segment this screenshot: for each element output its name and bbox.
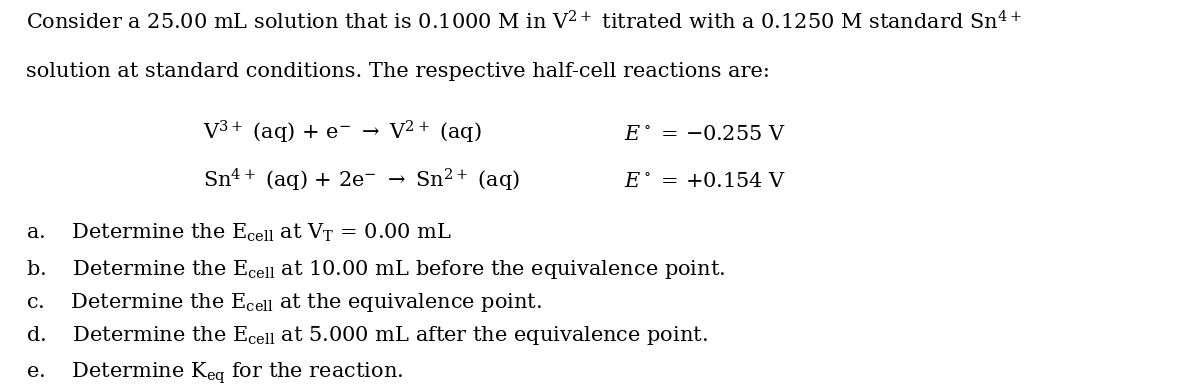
Text: V$^{3+}$ (aq) + e$^{-}$ $\rightarrow$ V$^{2+}$ (aq): V$^{3+}$ (aq) + e$^{-}$ $\rightarrow$ V$… [204, 119, 482, 146]
Text: a.    Determine the E$_{\rm cell}$ at V$_{\rm T}$ = 0.00 mL: a. Determine the E$_{\rm cell}$ at V$_{\… [26, 222, 452, 244]
Text: $E^\circ$ = $-$0.255 V: $E^\circ$ = $-$0.255 V [624, 125, 786, 144]
Text: e.    Determine K$_{\rm eq}$ for the reaction.: e. Determine K$_{\rm eq}$ for the reacti… [26, 361, 403, 386]
Text: d.    Determine the E$_{\rm cell}$ at 5.000 mL after the equivalence point.: d. Determine the E$_{\rm cell}$ at 5.000… [26, 324, 708, 347]
Text: Sn$^{4+}$ (aq) + 2e$^{-}$ $\rightarrow$ Sn$^{2+}$ (aq): Sn$^{4+}$ (aq) + 2e$^{-}$ $\rightarrow$ … [204, 166, 521, 194]
Text: solution at standard conditions. The respective half-cell reactions are:: solution at standard conditions. The res… [26, 63, 770, 81]
Text: $E^\circ$ = +0.154 V: $E^\circ$ = +0.154 V [624, 172, 786, 191]
Text: Consider a 25.00 mL solution that is 0.1000 M in V$^{2+}$ titrated with a 0.1250: Consider a 25.00 mL solution that is 0.1… [26, 11, 1022, 34]
Text: c.    Determine the E$_{\rm cell}$ at the equivalence point.: c. Determine the E$_{\rm cell}$ at the e… [26, 291, 542, 314]
Text: b.    Determine the E$_{\rm cell}$ at 10.00 mL before the equivalence point.: b. Determine the E$_{\rm cell}$ at 10.00… [26, 258, 726, 281]
